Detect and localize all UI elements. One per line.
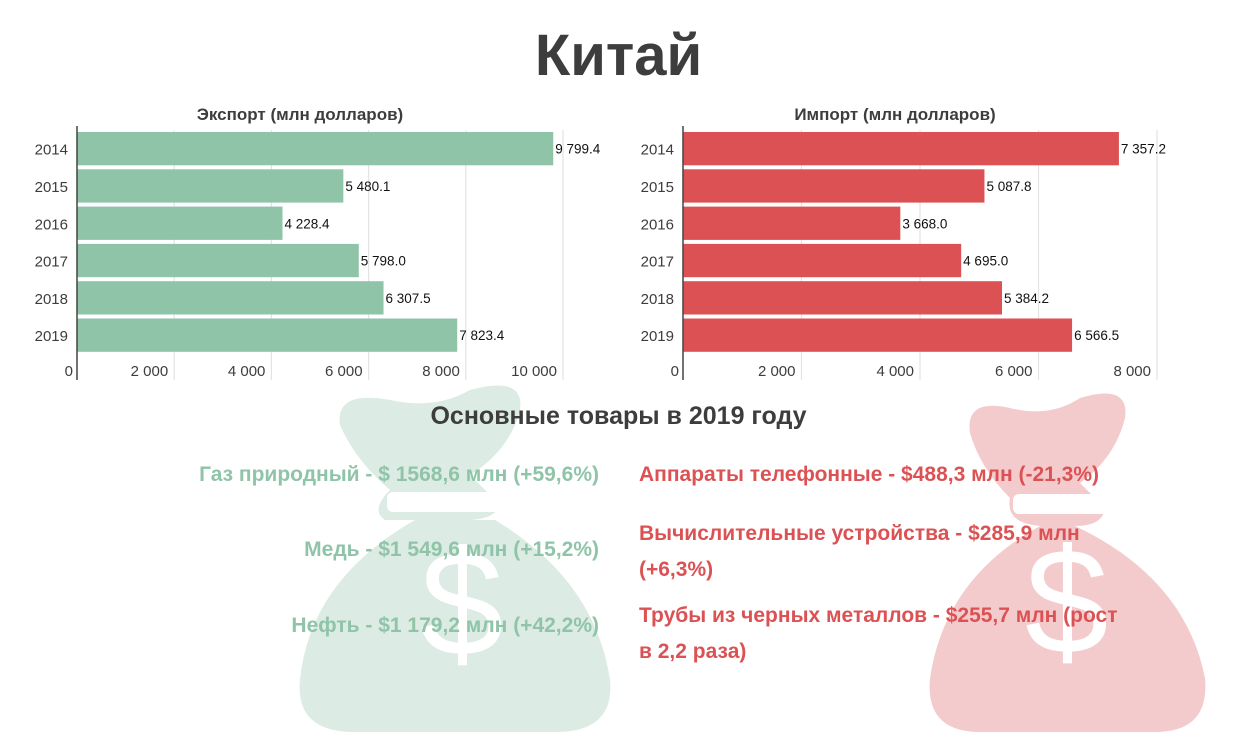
bar-2014 [77, 132, 554, 166]
svg-text:$: $ [1025, 517, 1108, 685]
data-label: 5 480.1 [345, 179, 390, 194]
bar-2018 [77, 281, 384, 315]
data-label: 5 384.2 [1004, 291, 1049, 306]
export-chart: Экспорт (млн долларов) 0 2 000 4 000 6 000 8 … [35, 105, 601, 380]
bar-2016 [77, 206, 283, 240]
y-tick-label: 2019 [641, 328, 674, 345]
y-tick-label: 2019 [35, 328, 68, 345]
y-tick-label: 2014 [641, 142, 674, 159]
y-tick-label: 2018 [35, 291, 68, 308]
data-label: 7 357.2 [1121, 142, 1166, 157]
bar-2019 [683, 318, 1073, 352]
import-good-3: Трубы из черных металлов - $255,7 млн (р… [639, 604, 1118, 663]
y-tick-label: 2015 [641, 179, 674, 196]
export-good-3: Нефть - $1 179,2 млн (+42,2%) [291, 614, 599, 637]
x-tick-label: 2 000 [131, 363, 169, 380]
y-tick-label: 2017 [641, 254, 674, 271]
bar-2015 [77, 169, 344, 203]
data-label: 4 228.4 [285, 216, 331, 231]
x-tick-label: 8 000 [422, 363, 460, 380]
goods-title: Основные товары в 2019 году [430, 402, 807, 430]
import-good-1: Аппараты телефонные - $488,3 млн (-21,3%… [639, 463, 1100, 486]
y-tick-label: 2016 [35, 216, 68, 233]
x-tick-label: 4 000 [228, 363, 266, 380]
x-tick-label: 0 [65, 363, 73, 380]
x-tick-label: 2 000 [758, 363, 796, 380]
y-tick-label: 2018 [641, 291, 674, 308]
bar-2017 [683, 243, 962, 278]
page-title: Китай [534, 23, 703, 88]
y-tick-label: 2017 [35, 254, 68, 271]
x-tick-label: 4 000 [876, 363, 914, 380]
data-label: 3 668.0 [902, 216, 947, 231]
chart-title: Импорт (млн долларов) [794, 105, 995, 124]
data-label: 5 798.0 [361, 254, 406, 269]
export-good-1: Газ природный - $ 1568,6 млн (+59,6%) [199, 463, 599, 486]
y-tick-label: 2016 [641, 216, 674, 233]
money-bag-import-icon: $ [929, 393, 1206, 732]
bar-2014 [683, 132, 1119, 166]
data-label: 6 307.5 [386, 291, 431, 306]
bar-2016 [683, 206, 901, 240]
data-label: 5 087.8 [986, 179, 1031, 194]
y-tick-label: 2015 [35, 179, 68, 196]
bar-2019 [77, 318, 458, 352]
import-good-2: Вычислительные устройства - $285,9 млн (… [639, 522, 1080, 581]
x-tick-label: 8 000 [1113, 363, 1151, 380]
money-bag-export-icon: $ [299, 385, 611, 732]
data-label: 4 695.0 [963, 254, 1008, 269]
bar-2018 [683, 281, 1003, 315]
data-label: 9 799.4 [555, 142, 601, 157]
bar-2017 [77, 243, 359, 278]
y-tick-label: 2014 [35, 142, 68, 159]
bar-2015 [683, 169, 985, 203]
svg-text:$: $ [420, 519, 503, 687]
import-chart: Импорт (млн долларов) 0 2 000 4 000 6 000 8 0… [641, 105, 1166, 380]
x-tick-label: 6 000 [995, 363, 1033, 380]
data-label: 7 823.4 [459, 328, 505, 343]
x-tick-label: 6 000 [325, 363, 363, 380]
data-label: 6 566.5 [1074, 328, 1119, 343]
x-tick-label: 0 [671, 363, 679, 380]
export-good-2: Медь - $1 549,6 млн (+15,2%) [304, 538, 599, 561]
chart-title: Экспорт (млн долларов) [197, 105, 403, 124]
x-tick-label: 10 000 [511, 363, 557, 380]
